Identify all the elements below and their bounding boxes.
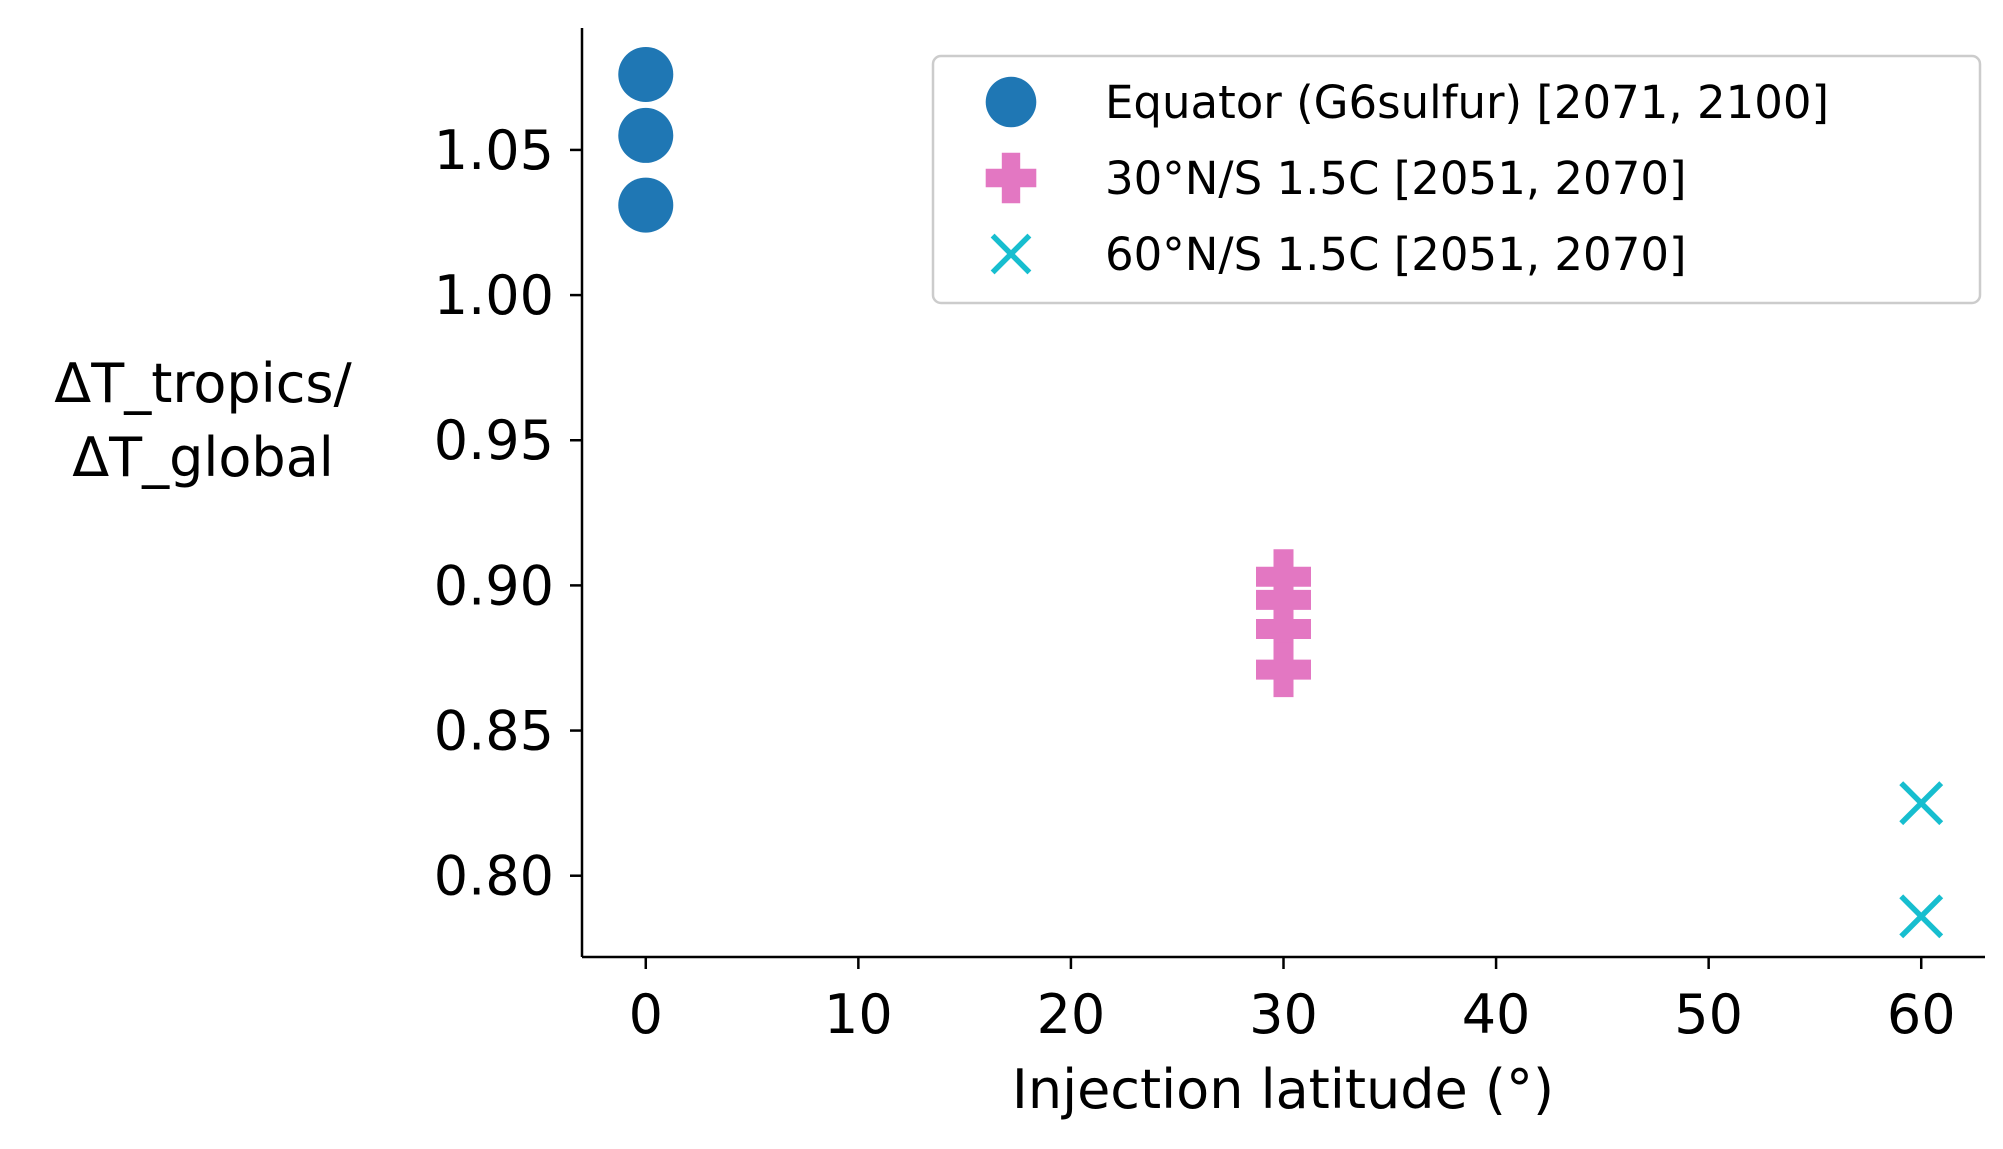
data-point bbox=[1899, 894, 1944, 939]
x-tick-label: 0 bbox=[629, 983, 663, 1046]
legend: Equator (G6sulfur) [2071, 2100] 30°N/S 1.… bbox=[931, 54, 1982, 305]
legend-marker bbox=[990, 233, 1032, 275]
x-ticks: 0 10 20 30 40 50 60 bbox=[629, 957, 1956, 1046]
y-tick-label: 0.95 bbox=[434, 409, 554, 472]
x-tick-label: 50 bbox=[1674, 983, 1743, 1046]
legend-label: Equator (G6sulfur) [2071, 2100] bbox=[1105, 76, 1829, 129]
legend-item: 60°N/S 1.5C [2051, 2070] bbox=[990, 228, 1687, 281]
series-0 bbox=[618, 46, 674, 233]
legend-marker bbox=[985, 76, 1037, 128]
data-point bbox=[618, 46, 674, 102]
series-2 bbox=[1899, 781, 1944, 939]
legend-items: Equator (G6sulfur) [2071, 2100] 30°N/S 1.… bbox=[985, 76, 1829, 281]
y-tick-label: 1.05 bbox=[434, 119, 554, 182]
x-tick-label: 30 bbox=[1249, 983, 1318, 1046]
x-tick-label: 40 bbox=[1462, 983, 1531, 1046]
y-tick-label: 0.90 bbox=[434, 554, 554, 617]
series-1 bbox=[1256, 549, 1311, 698]
legend-box bbox=[931, 54, 1982, 305]
data-point bbox=[1256, 642, 1311, 698]
data-point bbox=[618, 177, 674, 233]
y-tick-label: 1.00 bbox=[434, 264, 554, 327]
data-point bbox=[1899, 781, 1944, 826]
y-axis-label-line-2: ΔT_global bbox=[72, 426, 334, 489]
x-tick-label: 60 bbox=[1887, 983, 1956, 1046]
y-axis-label-line-1: ΔT_tropics/ bbox=[54, 352, 352, 415]
data-point bbox=[1256, 572, 1311, 628]
x-tick-label: 10 bbox=[824, 983, 893, 1046]
x-axis-label: Injection latitude (°) bbox=[1012, 1058, 1554, 1121]
y-tick-label: 0.85 bbox=[434, 700, 554, 763]
y-tick-label: 0.80 bbox=[434, 845, 554, 908]
legend-item: 30°N/S 1.5C [2051, 2070] bbox=[985, 152, 1687, 205]
legend-marker bbox=[985, 152, 1037, 204]
legend-item: Equator (G6sulfur) [2071, 2100] bbox=[985, 76, 1829, 129]
y-ticks: 0.80 0.85 0.90 0.95 1.00 1.05 bbox=[434, 119, 582, 908]
data-point bbox=[1256, 601, 1311, 657]
legend-label: 60°N/S 1.5C [2051, 2070] bbox=[1105, 228, 1687, 281]
data-points bbox=[618, 46, 1944, 939]
x-tick-label: 20 bbox=[1037, 983, 1106, 1046]
legend-label: 30°N/S 1.5C [2051, 2070] bbox=[1105, 152, 1687, 205]
data-point bbox=[618, 107, 674, 163]
